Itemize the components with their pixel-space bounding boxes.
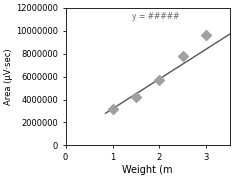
Point — [111, 107, 114, 110]
X-axis label: Weight (m: Weight (m — [122, 165, 173, 175]
Point — [205, 34, 208, 37]
Point — [157, 79, 161, 81]
Y-axis label: Area (μV·sec): Area (μV·sec) — [4, 48, 13, 105]
Text: y = #####: y = ##### — [132, 12, 180, 21]
Point — [134, 96, 138, 99]
Point — [181, 54, 185, 57]
